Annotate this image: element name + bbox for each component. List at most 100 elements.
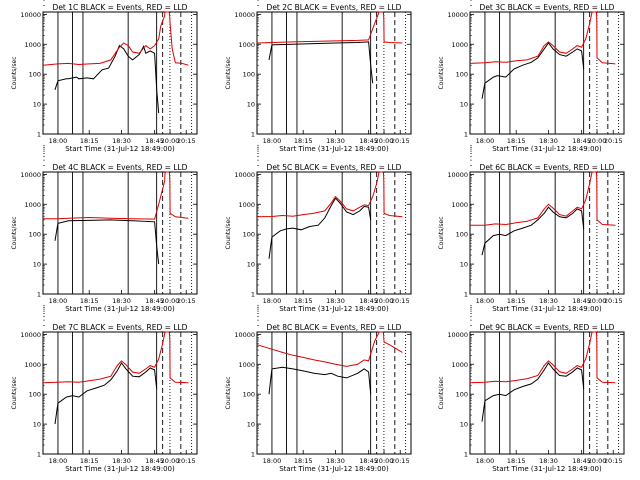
y-tick-label: 1000 [24,201,41,209]
x-tick-label: 18:00 [49,137,68,145]
x-axis-label: Start Time (31-Jul-12 18:49:00) [492,145,602,153]
chart-title: Det 4C BLACK = Events, RED = LLD [53,163,188,172]
y-tick-label: 100 [29,231,41,239]
y-tick-label: 1 [464,131,468,139]
chart-title: Det 3C BLACK = Events, RED = LLD [480,3,615,12]
y-axis-label: Counts/sec [11,216,18,249]
y-tick-label: 10000 [234,171,255,179]
chart-title: Det 5C BLACK = Events, RED = LLD [267,163,402,172]
x-tick-label: 20:15 [177,297,196,305]
plot-frame [42,171,198,295]
y-tick-label: 100 [29,391,41,399]
x-tick-label: 18:15 [507,297,526,305]
y-tick-label: 1 [37,451,41,459]
x-tick-label: 18:30 [326,457,345,465]
x-tick-label: 18:15 [294,457,313,465]
x-axis-label: Start Time (31-Jul-12 18:49:00) [492,305,602,313]
x-tick-label: 18:30 [539,457,558,465]
y-tick-label: 10 [247,261,255,269]
plot-frame [42,331,198,455]
plot-frame [469,331,625,455]
y-tick-label: 100 [29,71,41,79]
y-tick-label: 1 [464,451,468,459]
x-tick-label: 20:15 [604,137,623,145]
y-tick-label: 10 [460,261,468,269]
x-tick-label: 20:15 [391,457,410,465]
x-tick-label: 18:15 [294,137,313,145]
y-tick-label: 1000 [24,41,41,49]
y-tick-label: 10 [247,101,255,109]
x-tick-label: 18:30 [539,297,558,305]
x-tick-label: 18:30 [112,297,131,305]
series-events-line [54,362,158,425]
x-axis-label: Start Time (31-Jul-12 18:49:00) [279,465,389,473]
series-events-line [481,206,585,256]
y-tick-label: 10 [33,261,41,269]
plot-frame [256,331,412,455]
x-tick-label: 20:15 [604,297,623,305]
y-tick-label: 1 [37,291,41,299]
series-events-line [268,366,372,395]
x-tick-label: 18:45 [572,137,591,145]
x-tick-label: 18:00 [49,297,68,305]
chart-panel-4: Det 4C BLACK = Events, RED = LLD 1 10 100 10… [11,145,198,313]
y-tick-label: 10000 [20,11,41,19]
x-axis-label: Start Time (31-Jul-12 18:49:00) [492,465,602,473]
series-events-line [268,41,374,84]
x-tick-label: 18:45 [359,457,378,465]
x-axis-label: Start Time (31-Jul-12 18:49:00) [65,145,175,153]
series-events-line [54,44,160,114]
series-lld-line [256,11,403,44]
chart-title: Det 7C BLACK = Events, RED = LLD [53,323,188,332]
y-tick-label: 100 [456,231,468,239]
x-tick-label: 18:30 [539,137,558,145]
x-axis-label: Start Time (31-Jul-12 18:49:00) [279,305,389,313]
y-tick-label: 1000 [451,361,468,369]
y-tick-label: 10000 [234,11,255,19]
series-lld-line [469,331,616,384]
x-tick-label: 18:30 [112,137,131,145]
y-axis-label: Counts/sec [11,56,18,89]
y-tick-label: 10000 [447,11,468,19]
series-lld-line [256,331,403,367]
x-tick-label: 18:15 [507,457,526,465]
chart-title: Det 2C BLACK = Events, RED = LLD [267,3,402,12]
x-tick-label: 20:15 [177,457,196,465]
x-tick-label: 18:45 [359,137,378,145]
chart-panel-8: Det 8C BLACK = Events, RED = LLD 1 10 100 10… [225,305,412,473]
series-events-line [268,197,372,259]
chart-title: Det 8C BLACK = Events, RED = LLD [267,323,402,332]
x-tick-label: 20:00 [375,457,394,465]
y-tick-label: 1 [37,131,41,139]
y-tick-label: 10 [33,421,41,429]
y-tick-label: 10000 [20,171,41,179]
chart-panel-5: Det 5C BLACK = Events, RED = LLD 1 10 100 10… [225,145,412,313]
x-tick-label: 18:30 [326,137,345,145]
y-tick-label: 100 [456,391,468,399]
y-tick-label: 10000 [447,171,468,179]
plot-frame [469,171,625,295]
chart-title: Det 1C BLACK = Events, RED = LLD [53,3,188,12]
x-tick-label: 20:00 [161,457,180,465]
x-tick-label: 18:30 [326,297,345,305]
x-tick-label: 18:15 [80,297,99,305]
x-axis-label: Start Time (31-Jul-12 18:49:00) [65,305,175,313]
x-tick-label: 20:00 [588,297,607,305]
x-tick-label: 18:00 [476,137,495,145]
x-tick-label: 18:00 [476,297,495,305]
y-axis-label: Counts/sec [438,376,445,409]
y-tick-label: 1000 [451,41,468,49]
y-tick-label: 10 [460,421,468,429]
x-tick-label: 18:15 [80,457,99,465]
y-axis-label: Counts/sec [225,216,232,249]
x-tick-label: 18:00 [476,457,495,465]
series-events-line [481,362,585,422]
chart-panel-9: Det 9C BLACK = Events, RED = LLD 1 10 100 10… [438,305,625,473]
x-tick-label: 20:15 [391,297,410,305]
series-lld-line [256,171,403,218]
series-events-line [54,219,160,265]
x-tick-label: 20:00 [588,457,607,465]
y-tick-label: 1 [251,131,255,139]
y-tick-label: 10 [33,101,41,109]
